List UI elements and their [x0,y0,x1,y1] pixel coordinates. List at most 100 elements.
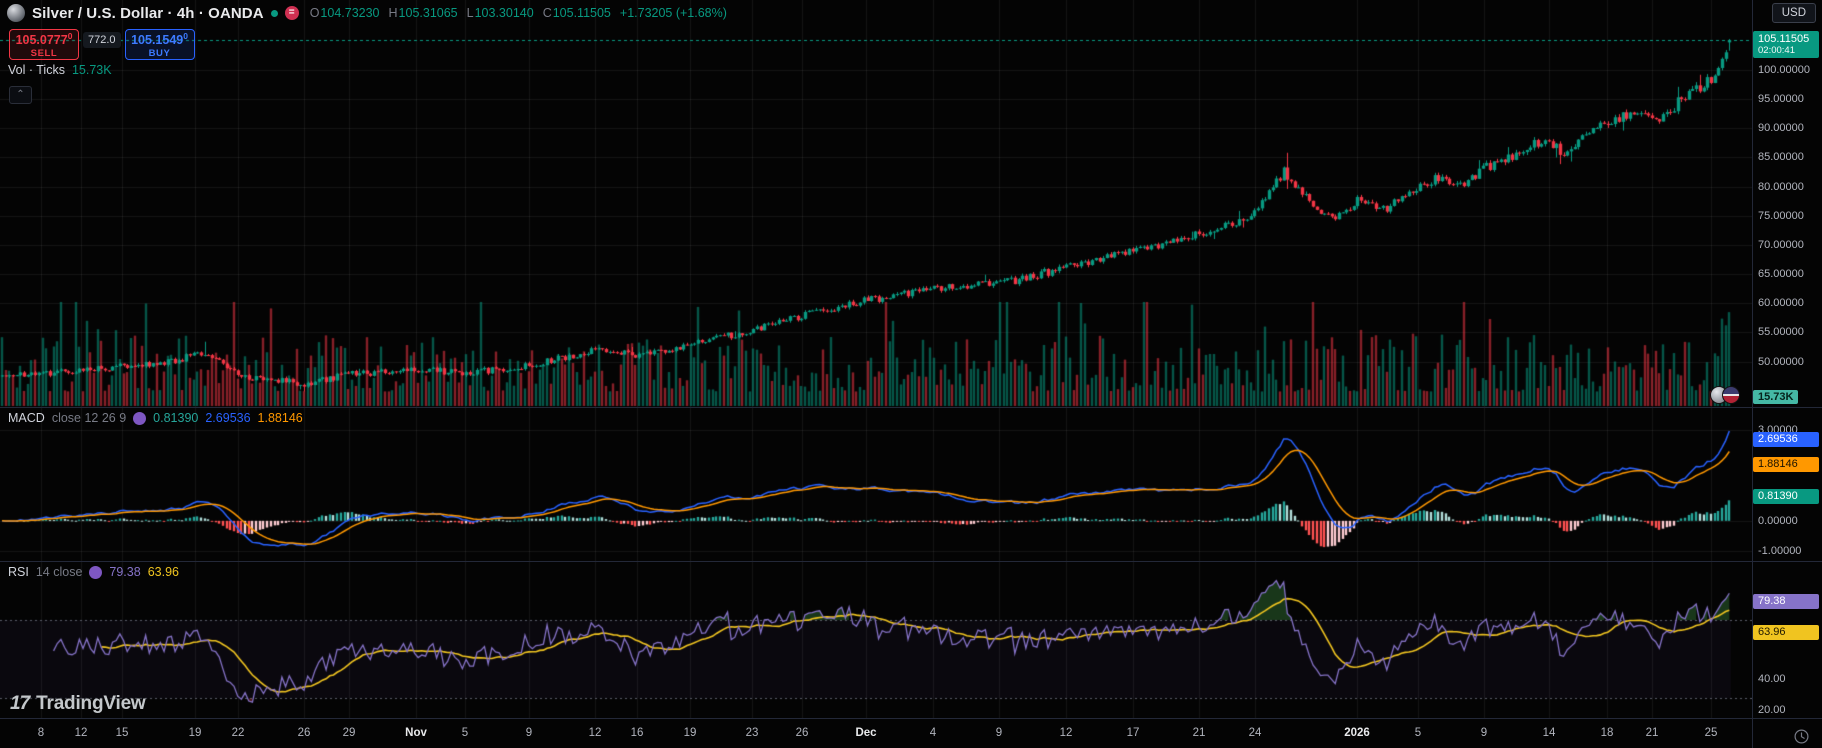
price-axis-label: 55.00000 [1758,326,1804,339]
time-scale[interactable]: 8 12 15 19 22 26 29 Nov 5 9 12 16 19 23 26 Dec 4 9 12 17 21 2… [0,719,1752,748]
time-axis-label: 9 [995,727,1003,739]
low-value: 103.30140 [474,6,534,20]
timezone-clock-icon[interactable] [1794,729,1809,744]
macd-pane[interactable] [0,407,1752,561]
sell-label: SELL [30,47,58,59]
price-axis-label: 75.00000 [1758,209,1804,222]
volume-legend[interactable]: Vol · Ticks 15.73K [8,63,112,77]
pane-separator[interactable] [0,407,1822,408]
sell-price: 105.0777 [15,33,68,48]
macd-badge: 0.81390 [1753,489,1819,505]
price-axis-label: 65.00000 [1758,268,1804,281]
rsi-value: 79.38 [109,565,141,579]
time-axis-label: 15 [115,727,129,739]
macd-params: close 12 26 9 [51,411,127,425]
buy-price: 105.1549 [131,33,184,48]
time-axis-label: 9 [1480,727,1488,739]
time-axis-label: 2026 [1344,727,1370,739]
buy-label: BUY [148,47,171,59]
indicator-status-icon[interactable] [89,565,103,579]
macd-signal-value: 1.88146 [257,411,303,425]
volume-legend-value: 15.73K [71,63,112,77]
price-axis-label: 70.00000 [1758,238,1804,251]
low-label: L [466,6,474,20]
macd-hist-value: 0.81390 [153,411,199,425]
volume-badge: 15.73K [1753,390,1799,404]
macd-legend: MACD close 12 26 9 0.81390 2.69536 1.881… [8,411,303,425]
time-axis-label: 24 [1248,727,1262,739]
time-axis-label: 17 [1126,727,1140,739]
collapse-legend-button[interactable]: ⌃ [9,86,32,104]
bar-countdown: 02:00:41 [1758,45,1795,57]
change-value: +1.73205 (+1.68%) [619,6,727,20]
close-value: 105.11505 [552,6,611,20]
market-open-icon [270,9,278,17]
rsi-ma-value: 63.96 [147,565,179,579]
time-axis-label: 25 [1704,727,1718,739]
time-axis-label: 16 [630,727,644,739]
macd-line-value: 2.69536 [205,411,251,425]
open-label: O [309,6,320,20]
symbol-status-icon[interactable]: = [284,6,299,20]
high-value: 105.31065 [398,6,458,20]
time-axis-label: 29 [342,727,356,739]
price-axis-label: 50.00000 [1758,355,1804,368]
symbol-title[interactable]: Silver / U.S. Dollar · 4h · OANDA [32,4,264,22]
price-axis-label: 60.00000 [1758,297,1804,310]
symbol-header: Silver / U.S. Dollar · 4h · OANDA = O104… [7,3,727,23]
open-value: 104.73230 [320,6,380,20]
price-axis-label: 80.00000 [1758,180,1804,193]
pane-separator [0,718,1822,719]
current-price: 105.11505 [1758,33,1810,46]
tradingview-logo-icon: 17 [10,693,30,714]
macd-axis-label: -1.00000 [1758,545,1802,558]
time-axis-label: 12 [74,727,88,739]
time-axis-label: 19 [188,727,202,739]
time-axis-label: 19 [683,727,697,739]
close-label: C [542,6,552,20]
price-chart-pane[interactable] [0,0,1752,407]
time-axis-label: 22 [231,727,245,739]
buy-sell-panel: 105.07770 SELL 772.0 105.15490 BUY [9,29,195,60]
high-label: H [388,6,398,20]
rsi-axis-label: 20.00 [1758,704,1786,716]
rsi-badge: 79.38 [1753,594,1819,610]
tradingview-watermark-text: TradingView [36,693,146,714]
current-price-badge: 105.11505 02:00:41 [1753,31,1819,59]
rsi-axis-label: 40.00 [1758,672,1786,685]
time-axis-label: 5 [1414,727,1422,739]
time-axis-label: 21 [1192,727,1206,739]
time-axis-label: 12 [588,727,602,739]
time-axis-label: 4 [929,727,937,739]
rsi-legend: RSI 14 close 79.38 63.96 [8,565,179,579]
macd-axis-label: 0.00000 [1758,514,1798,527]
price-axis-label: 90.00000 [1758,122,1804,135]
rsi-pane[interactable] [0,561,1752,718]
time-axis-label: 26 [297,727,311,739]
time-axis-label: 21 [1645,727,1659,739]
indicator-status-icon[interactable] [133,411,147,425]
rsi-badge: 63.96 [1753,624,1819,640]
pane-separator[interactable] [0,561,1822,562]
macd-title[interactable]: MACD [8,411,45,425]
macd-badge: 2.69536 [1753,432,1819,448]
time-axis-label: 26 [795,727,809,739]
time-axis-label: 12 [1059,727,1073,739]
price-axis-label: 85.00000 [1758,151,1804,164]
time-axis-label: 5 [461,727,469,739]
rsi-title[interactable]: RSI [8,565,29,579]
instrument-pair-icons [1710,386,1740,404]
sell-button[interactable]: 105.07770 SELL [9,29,79,60]
time-axis-label: 14 [1542,727,1556,739]
macd-badge: 1.88146 [1753,457,1819,473]
time-axis-label: Dec [855,727,877,739]
rsi-params: 14 close [35,565,83,579]
ohlc-values: O104.73230 H105.31065 L103.30140 C105.11… [310,6,727,20]
buy-button[interactable]: 105.15490 BUY [124,29,195,60]
volume-legend-label: Vol · Ticks [8,63,65,77]
symbol-logo-icon[interactable] [7,4,25,22]
time-axis-label: 18 [1600,727,1614,739]
tradingview-watermark: 17 TradingView [10,693,146,715]
currency-unit-button[interactable]: USD [1771,3,1816,23]
